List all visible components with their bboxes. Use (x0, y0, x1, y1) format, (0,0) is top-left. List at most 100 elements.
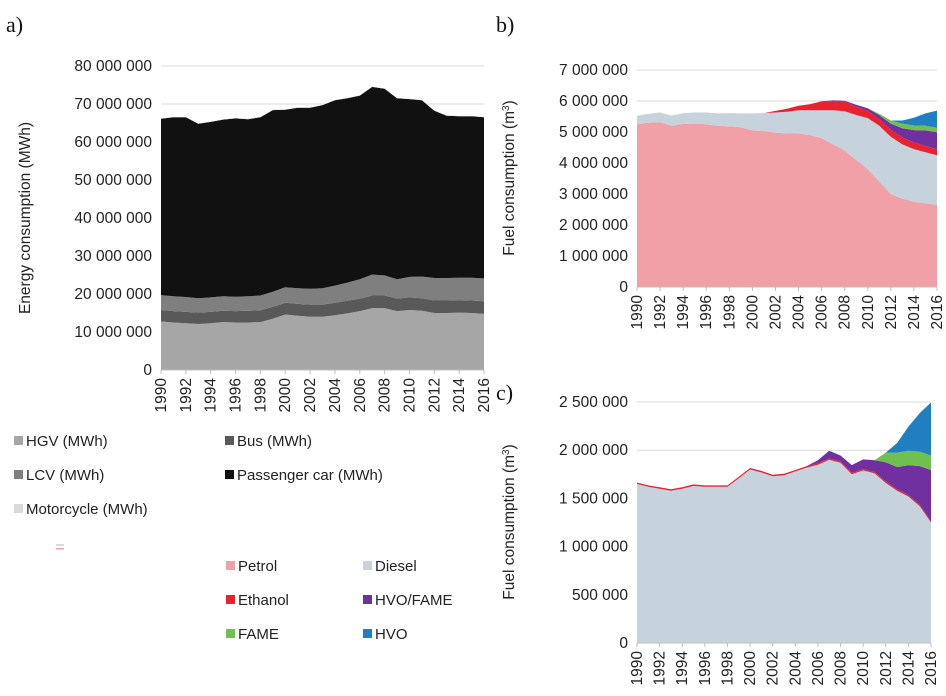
y-axis-label: Fuel consumption (m3) (501, 444, 519, 599)
xtick-label: 2008 (833, 651, 850, 685)
area-c-fame (637, 450, 931, 490)
xtick-label: 2010 (401, 378, 418, 413)
xtick-label: 2008 (837, 295, 854, 329)
ytick-label: 1 000 000 (559, 248, 628, 265)
xtick-label: 2016 (929, 295, 946, 329)
chart-a: 0 10 000 000 20 000 000 30 000 000 40 000 00… (17, 58, 493, 412)
area-b-diesel (637, 110, 937, 205)
xtick-label: 2006 (810, 651, 827, 685)
xtick-label: 2012 (426, 378, 443, 412)
xtick-label: 2014 (900, 651, 917, 686)
xtick-label: 2000 (744, 295, 761, 330)
xtick-label: 2008 (377, 378, 394, 412)
ytick-label: 2 000 000 (559, 442, 628, 459)
xtick-label: 2012 (878, 651, 895, 685)
ytick-label: 50 000 000 (74, 172, 152, 189)
legend-swatch (363, 561, 372, 570)
legend-label: Passenger car (MWh) (237, 467, 383, 484)
legend-swatch (225, 436, 234, 445)
y-axis-label: Energy consumption (MWh) (17, 122, 34, 314)
ytick-label: 1 500 000 (559, 490, 628, 507)
legend-a: HGV (MWh) Bus (MWh) LCV (MWh) Passenger car… (14, 433, 383, 550)
xtick-label: 1992 (652, 651, 669, 685)
ytick-label: 0 (619, 279, 628, 296)
xtick-label: 2012 (883, 295, 900, 329)
ytick-label: 60 000 000 (74, 134, 152, 151)
ytick-label: 10 000 000 (74, 324, 152, 341)
xtick-label: 1994 (203, 378, 220, 413)
xtick-label: 2004 (791, 295, 808, 330)
ytick-label: 0 (143, 362, 152, 379)
legend-label: LCV (MWh) (26, 467, 104, 484)
xtick-label: 2002 (765, 651, 782, 685)
legend-swatch (226, 595, 235, 604)
area-a-passenger-car-mwh (161, 86, 484, 299)
ytick-label: 6 000 000 (559, 93, 628, 110)
legend-label: Ethanol (238, 592, 289, 609)
ytick-label: 3 000 000 (559, 186, 628, 203)
panel-a-letter: a) (6, 12, 23, 37)
area-b-petrol (637, 122, 937, 287)
legend-swatch (14, 470, 23, 479)
panel-b-letter: b) (496, 12, 514, 37)
legend-remnant-mark (56, 544, 64, 546)
panel-c-letter: c) (496, 380, 513, 405)
ytick-label: 30 000 000 (74, 248, 152, 265)
legend-label: FAME (238, 626, 279, 643)
ytick-label: 5 000 000 (559, 124, 628, 141)
chart-b: 0 1 000 000 2 000 000 3 000 000 4 000 000 5 0… (501, 62, 946, 329)
xtick-label: 1998 (252, 378, 269, 412)
xtick-label: 2002 (767, 295, 784, 329)
ytick-label: 80 000 000 (74, 58, 152, 75)
ytick-label: 40 000 000 (74, 210, 152, 227)
legend-label: Diesel (375, 558, 417, 575)
xtick-label: 2006 (352, 378, 369, 412)
chart-c: 0 500 000 1 000 000 1 500 000 2 000 000 2 500… (501, 394, 941, 685)
xtick-label: 1990 (629, 295, 646, 330)
ytick-label: 4 000 000 (559, 155, 628, 172)
xtick-label: 2016 (923, 651, 940, 685)
xtick-label: 1996 (228, 378, 245, 412)
area-a-hgv-mwh (161, 308, 484, 370)
ytick-label: 20 000 000 (74, 286, 152, 303)
xtick-label: 2004 (787, 651, 804, 686)
xtick-label: 1996 (698, 295, 715, 329)
xtick-label: 2004 (327, 378, 344, 413)
legend-swatch (225, 470, 234, 479)
ytick-label: 2 000 000 (559, 217, 628, 234)
legend-label: HVO/FAME (375, 592, 453, 609)
y-axis-label: Fuel consumption (m3) (501, 100, 519, 255)
legend-label: HVO (375, 626, 408, 643)
xtick-label: 1992 (178, 378, 195, 412)
xtick-label: 1990 (629, 651, 646, 686)
legend-remnant-mark (56, 548, 64, 550)
xtick-label: 2010 (860, 295, 877, 330)
xtick-label: 2016 (476, 378, 493, 412)
ytick-label: 0 (619, 635, 628, 652)
xtick-label: 1996 (697, 651, 714, 685)
legend-label: Bus (MWh) (237, 433, 312, 450)
legend-swatch (14, 436, 23, 445)
legend-swatch (363, 629, 372, 638)
ytick-label: 7 000 000 (559, 62, 628, 79)
ytick-label: 2 500 000 (559, 394, 628, 411)
legend-swatch (226, 561, 235, 570)
xtick-label: 2014 (906, 295, 923, 330)
area-a-bus-mwh (161, 295, 484, 324)
xtick-label: 1998 (721, 295, 738, 329)
legend-bc: Petrol Diesel Ethanol HVO/FAME FAME HVO (226, 558, 453, 643)
ytick-label: 500 000 (572, 587, 628, 604)
ytick-label: 70 000 000 (74, 96, 152, 113)
xtick-label: 2010 (855, 651, 872, 686)
xtick-label: 2000 (277, 378, 294, 413)
legend-label: Motorcycle (MWh) (26, 501, 148, 518)
xtick-label: 2006 (814, 295, 831, 329)
area-a-lcv-mwh (161, 274, 484, 313)
xtick-label: 1990 (153, 378, 170, 413)
legend-label: Petrol (238, 558, 277, 575)
xtick-label: 1998 (719, 651, 736, 685)
legend-swatch (363, 595, 372, 604)
area-c-hvo-fame (637, 450, 931, 522)
area-b-ethanol (637, 101, 937, 156)
